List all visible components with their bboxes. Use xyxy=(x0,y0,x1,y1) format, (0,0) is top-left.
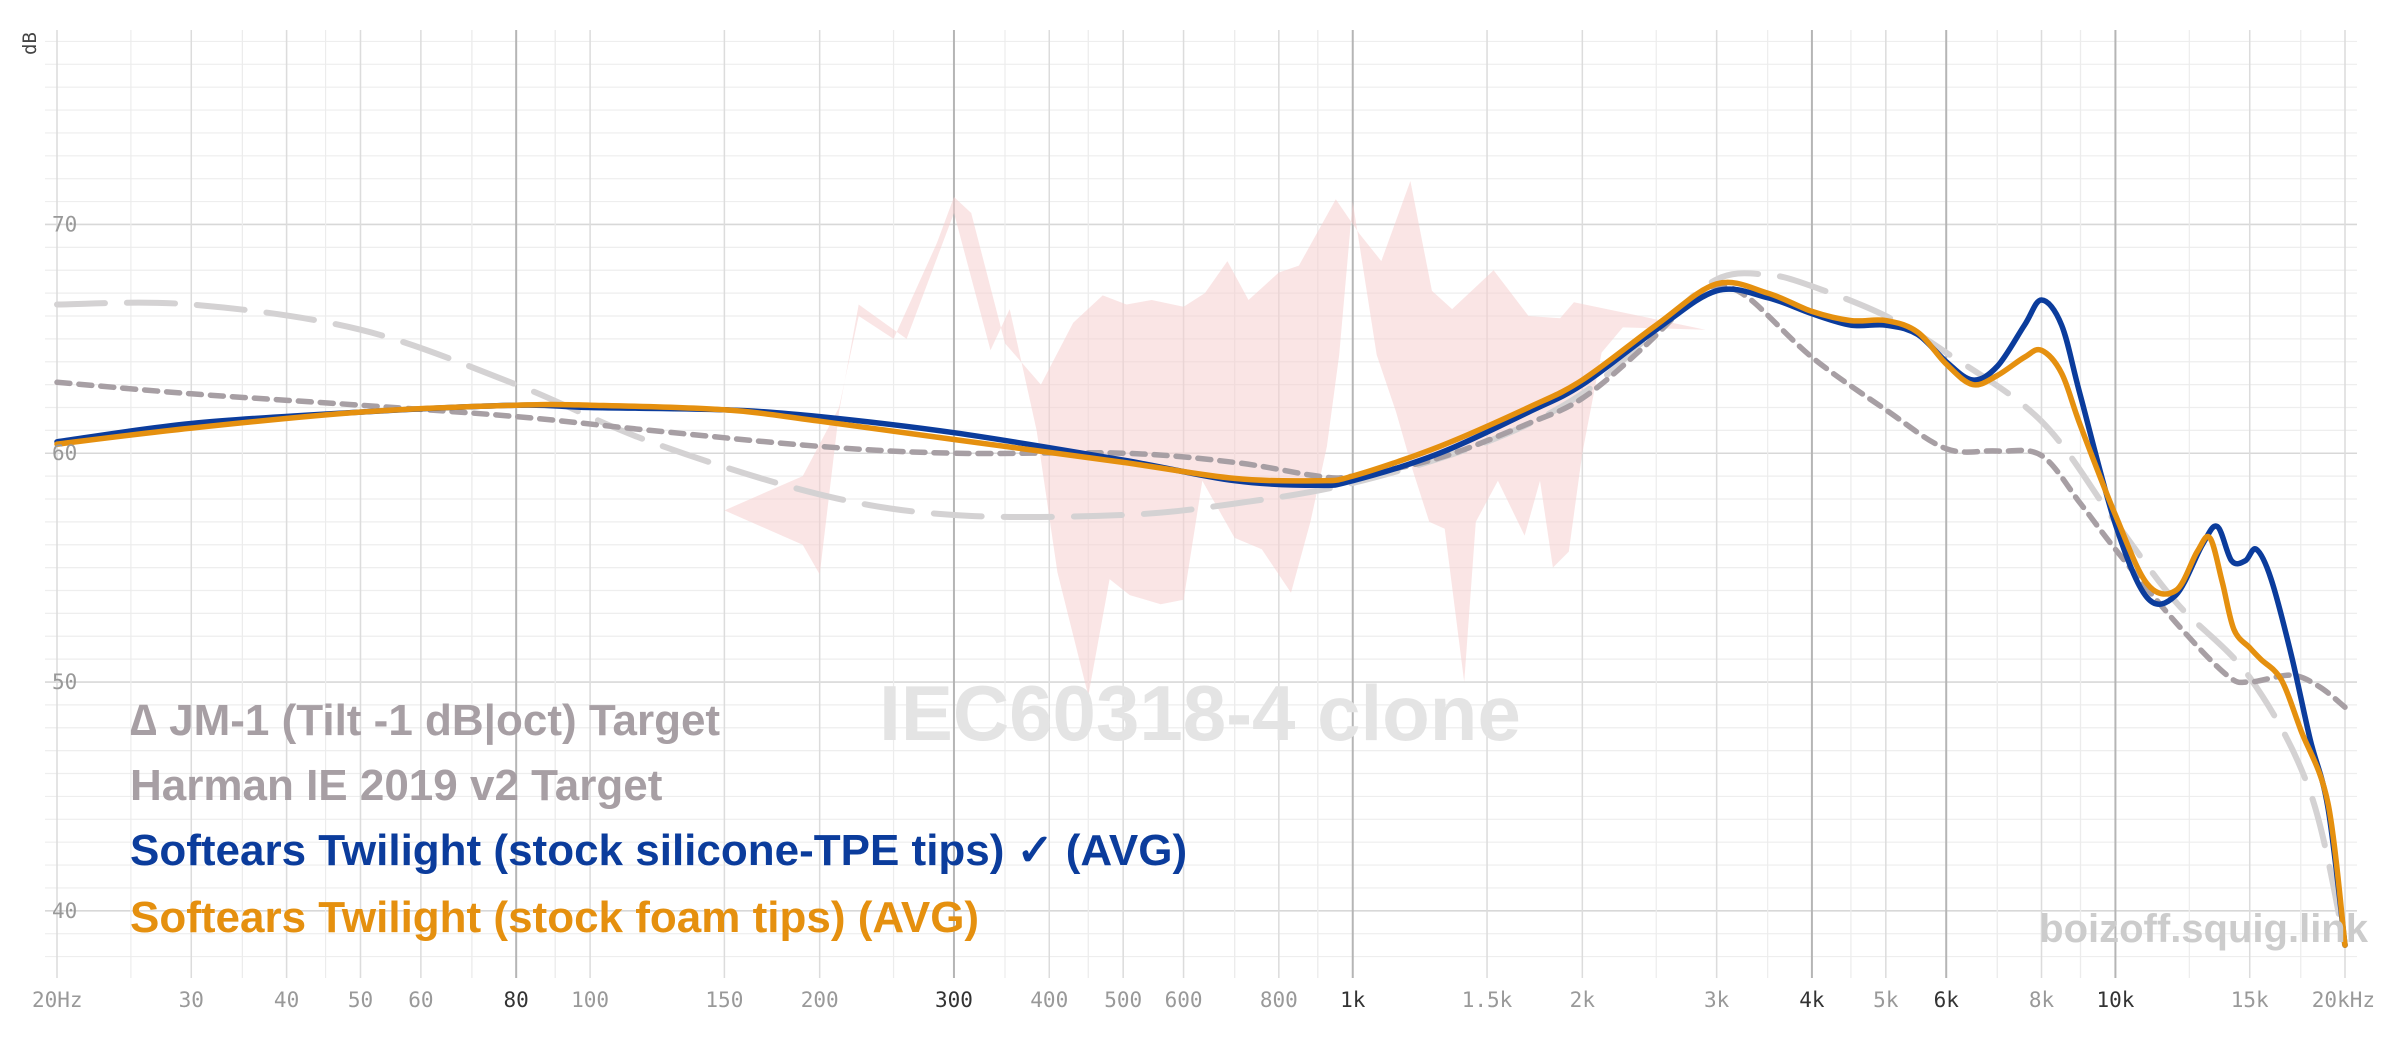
x-tick-label: 1k xyxy=(1340,988,1366,1012)
x-tick-label: 80 xyxy=(504,988,529,1012)
legend-item-silicone-tips[interactable]: Softears Twilight (stock silicone-TPE ti… xyxy=(130,826,1187,875)
x-tick-label: 3k xyxy=(1704,988,1730,1012)
x-tick-label: 800 xyxy=(1260,988,1298,1012)
response-curves xyxy=(54,270,2348,949)
pink-area xyxy=(724,181,1706,696)
pink-region-shape xyxy=(724,181,1706,696)
x-tick-label: 200 xyxy=(801,988,839,1012)
x-tick-label: 1.5k xyxy=(1462,988,1513,1012)
foam-tips-curve xyxy=(54,279,2348,948)
x-tick-label: 500 xyxy=(1104,988,1142,1012)
measurement-watermark: IEC60318-4 clone xyxy=(879,669,1521,757)
y-tick-label: 60 xyxy=(52,441,77,465)
x-tick-label: 5k xyxy=(1873,988,1899,1012)
x-tick-label: 8k xyxy=(2029,988,2055,1012)
y-axis-unit-label: dB xyxy=(19,32,41,55)
legend: ∆ JM-1 (Tilt -1 dB|oct) Target Harman IE… xyxy=(130,696,1187,942)
x-tick-label: 20kHz xyxy=(2312,988,2375,1012)
x-tick-label: 600 xyxy=(1165,988,1203,1012)
x-tick-label: 20Hz xyxy=(32,988,83,1012)
y-tick-label: 40 xyxy=(52,899,77,923)
legend-item-harman-target[interactable]: Harman IE 2019 v2 Target xyxy=(130,761,663,810)
y-axis-ticks: 40 50 60 70 xyxy=(52,212,77,922)
x-tick-label: 300 xyxy=(935,988,973,1012)
site-watermark: boizoff.squig.link xyxy=(2039,907,2369,951)
x-tick-label: 4k xyxy=(1799,988,1825,1012)
silicone-tips-curve xyxy=(54,286,2348,948)
legend-item-foam-tips[interactable]: Softears Twilight (stock foam tips) (AVG… xyxy=(130,893,979,942)
grid xyxy=(45,30,2357,978)
x-tick-label: 6k xyxy=(1934,988,1960,1012)
x-tick-label: 100 xyxy=(571,988,609,1012)
x-tick-label: 15k xyxy=(2231,988,2269,1012)
y-tick-label: 50 xyxy=(52,670,77,694)
x-tick-label: 150 xyxy=(705,988,743,1012)
x-tick-label: 400 xyxy=(1030,988,1068,1012)
x-axis-ticks: 20Hz 30 40 50 60 80 100 150 200 300 400 500 600 800 1k… xyxy=(32,988,2375,1012)
legend-item-jm1-target[interactable]: ∆ JM-1 (Tilt -1 dB|oct) Target xyxy=(130,696,720,746)
x-tick-label: 30 xyxy=(179,988,204,1012)
x-tick-label: 50 xyxy=(348,988,373,1012)
x-tick-label: 60 xyxy=(408,988,433,1012)
x-tick-label: 40 xyxy=(274,988,299,1012)
y-tick-label: 70 xyxy=(52,212,77,236)
x-tick-label: 10k xyxy=(2096,988,2134,1012)
x-tick-label: 2k xyxy=(1570,988,1596,1012)
